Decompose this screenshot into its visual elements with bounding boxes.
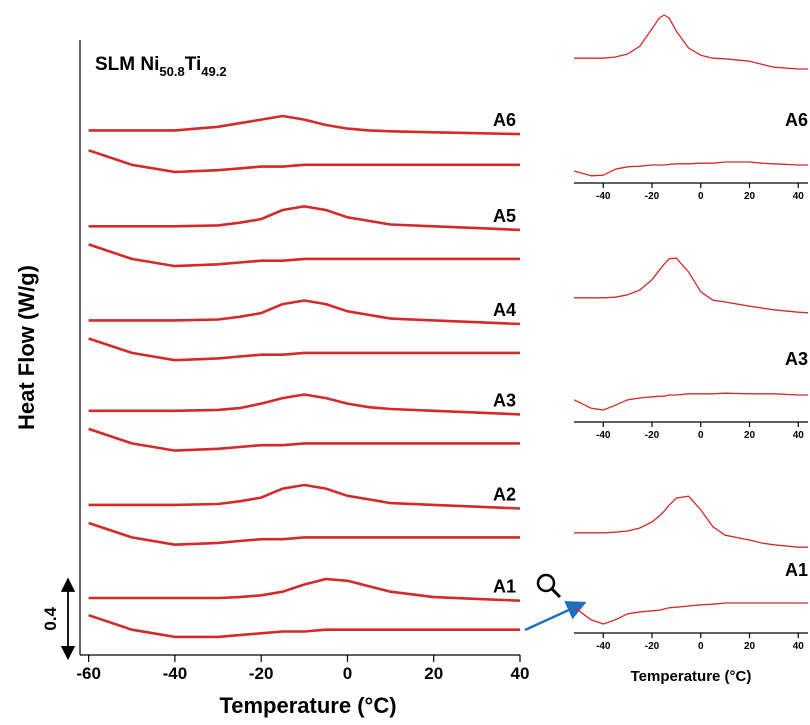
heating-curve xyxy=(88,149,520,174)
x-tick-label: -20 xyxy=(249,664,274,683)
scale-bar-label: 0.4 xyxy=(41,606,60,630)
title-sub: 50.8 xyxy=(159,64,184,79)
title-part: Ti xyxy=(185,54,202,75)
cooling-curve xyxy=(88,205,521,232)
cooling-curve xyxy=(88,577,521,602)
series-label: A4 xyxy=(493,300,516,320)
x-tick-label: 40 xyxy=(793,430,805,441)
x-axis-title: Temperature (°C) xyxy=(219,693,396,718)
heating-curve xyxy=(88,521,520,546)
cooling-curve xyxy=(574,14,808,70)
cooling-curve xyxy=(88,299,521,326)
series-label: A1 xyxy=(785,560,808,580)
x-tick-label: 20 xyxy=(424,664,443,683)
x-tick-label: 40 xyxy=(793,191,805,202)
series-label: A2 xyxy=(493,484,516,504)
cooling-curve xyxy=(88,393,521,416)
x-tick-label: -20 xyxy=(645,430,660,441)
x-tick-label: -40 xyxy=(596,191,611,202)
cooling-curve xyxy=(574,257,809,314)
title-sub: 49.2 xyxy=(201,64,226,79)
magnifier-handle xyxy=(550,587,562,599)
x-tick-label: 20 xyxy=(744,641,756,652)
x-tick-label: 20 xyxy=(744,430,756,441)
series-label: A6 xyxy=(785,110,808,130)
x-tick-label: 0 xyxy=(698,191,704,202)
x-tick-label: -20 xyxy=(645,191,660,202)
heating-curve xyxy=(88,337,520,362)
x-tick-label: 0 xyxy=(343,664,352,683)
x-tick-label: -40 xyxy=(596,430,611,441)
x-tick-label: 0 xyxy=(698,641,704,652)
cooling-curve xyxy=(88,114,521,136)
title-part: SLM Ni xyxy=(95,54,159,75)
y-axis-title: Heat Flow (W/g) xyxy=(14,265,39,430)
heating-curve xyxy=(88,613,520,639)
x-tick-label: 20 xyxy=(744,191,756,202)
x-axis-title: Temperature (°C) xyxy=(631,668,752,685)
series-label: A3 xyxy=(785,349,808,369)
series-label: A5 xyxy=(493,206,516,226)
heating-curve xyxy=(573,392,808,411)
magnifier-icon xyxy=(536,573,556,593)
series-label: A3 xyxy=(493,390,516,410)
x-tick-label: -60 xyxy=(76,664,101,683)
heating-curve xyxy=(573,602,808,625)
heating-curve xyxy=(573,161,808,177)
series-label: A6 xyxy=(493,110,516,130)
heating-curve xyxy=(88,427,520,452)
x-tick-label: 40 xyxy=(511,664,530,683)
cooling-curve xyxy=(574,495,808,548)
series-label: A1 xyxy=(493,577,516,597)
chart-title: SLM Ni50.8Ti49.2 xyxy=(95,54,227,79)
x-tick-label: -40 xyxy=(596,641,611,652)
x-tick-label: -20 xyxy=(645,641,660,652)
zoom-arrow xyxy=(524,601,587,632)
x-tick-label: 40 xyxy=(793,641,805,652)
x-tick-label: 0 xyxy=(698,430,704,441)
x-tick-label: -40 xyxy=(163,664,188,683)
cooling-curve xyxy=(88,483,521,510)
heating-curve xyxy=(88,243,520,268)
